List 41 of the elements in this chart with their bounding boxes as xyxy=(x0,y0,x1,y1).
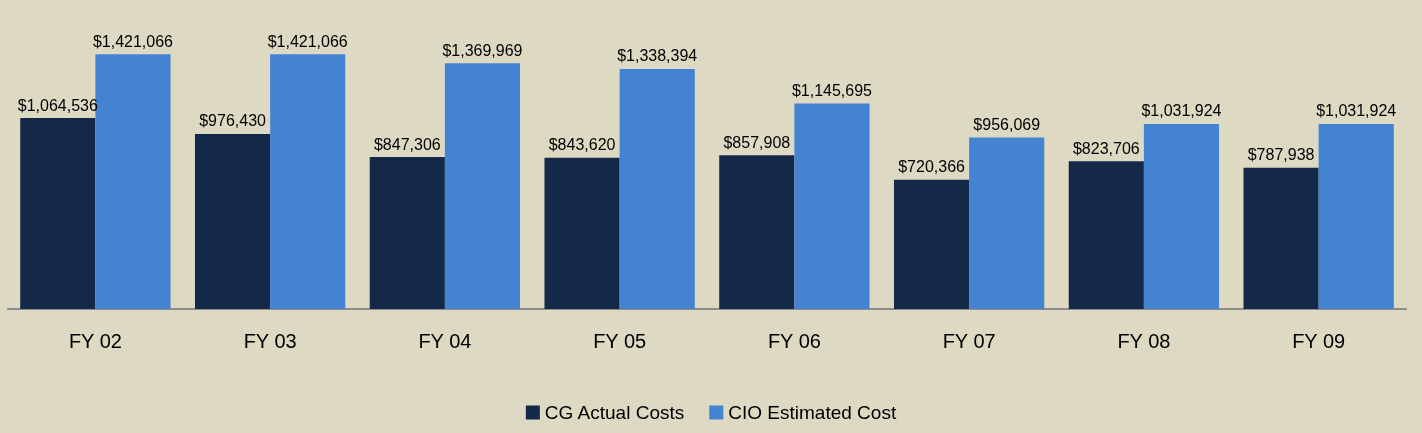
x-tick-label: FY 08 xyxy=(1117,330,1171,352)
data-label: $1,369,969 xyxy=(442,41,523,59)
x-tick-label: FY 09 xyxy=(1292,330,1346,352)
bar xyxy=(369,157,445,309)
data-label: $1,421,066 xyxy=(92,32,174,50)
data-label: $956,069 xyxy=(973,116,1041,134)
data-label: $823,706 xyxy=(1072,139,1140,157)
data-label: $847,306 xyxy=(373,135,441,153)
bar xyxy=(270,54,346,309)
x-tick-label: FY 04 xyxy=(418,330,472,352)
data-label: $787,938 xyxy=(1247,146,1315,164)
bar xyxy=(1068,161,1144,309)
data-label: $1,421,066 xyxy=(267,32,348,50)
bar xyxy=(794,103,870,309)
bar xyxy=(1243,167,1319,309)
x-tick-label: FY 05 xyxy=(593,330,647,352)
x-tick-label: FY 07 xyxy=(942,330,996,352)
data-label: $1,338,394 xyxy=(617,47,698,65)
bar xyxy=(544,157,620,309)
data-label: $1,031,924 xyxy=(1141,102,1222,120)
bar xyxy=(719,155,795,309)
data-label: $1,145,695 xyxy=(791,82,873,100)
bar xyxy=(1318,123,1394,309)
x-tick-label: FY 03 xyxy=(243,330,297,352)
data-label: $857,908 xyxy=(723,133,791,151)
bar xyxy=(20,118,96,309)
bar xyxy=(1143,123,1220,309)
data-label: $976,430 xyxy=(199,112,267,130)
bar xyxy=(444,63,521,309)
bar xyxy=(619,68,695,309)
data-label: $720,366 xyxy=(898,158,966,176)
legend-label: CIO Estimated Cost xyxy=(728,402,897,423)
bar xyxy=(95,54,171,309)
bar xyxy=(969,137,1045,309)
x-tick-label: FY 02 xyxy=(68,330,122,352)
data-label: $843,620 xyxy=(548,136,616,154)
legend-label: CG Actual Costs xyxy=(544,402,685,423)
data-label: $1,031,924 xyxy=(1316,102,1397,120)
x-tick-label: FY 06 xyxy=(767,330,821,352)
bar xyxy=(194,133,271,309)
bar xyxy=(893,179,970,309)
